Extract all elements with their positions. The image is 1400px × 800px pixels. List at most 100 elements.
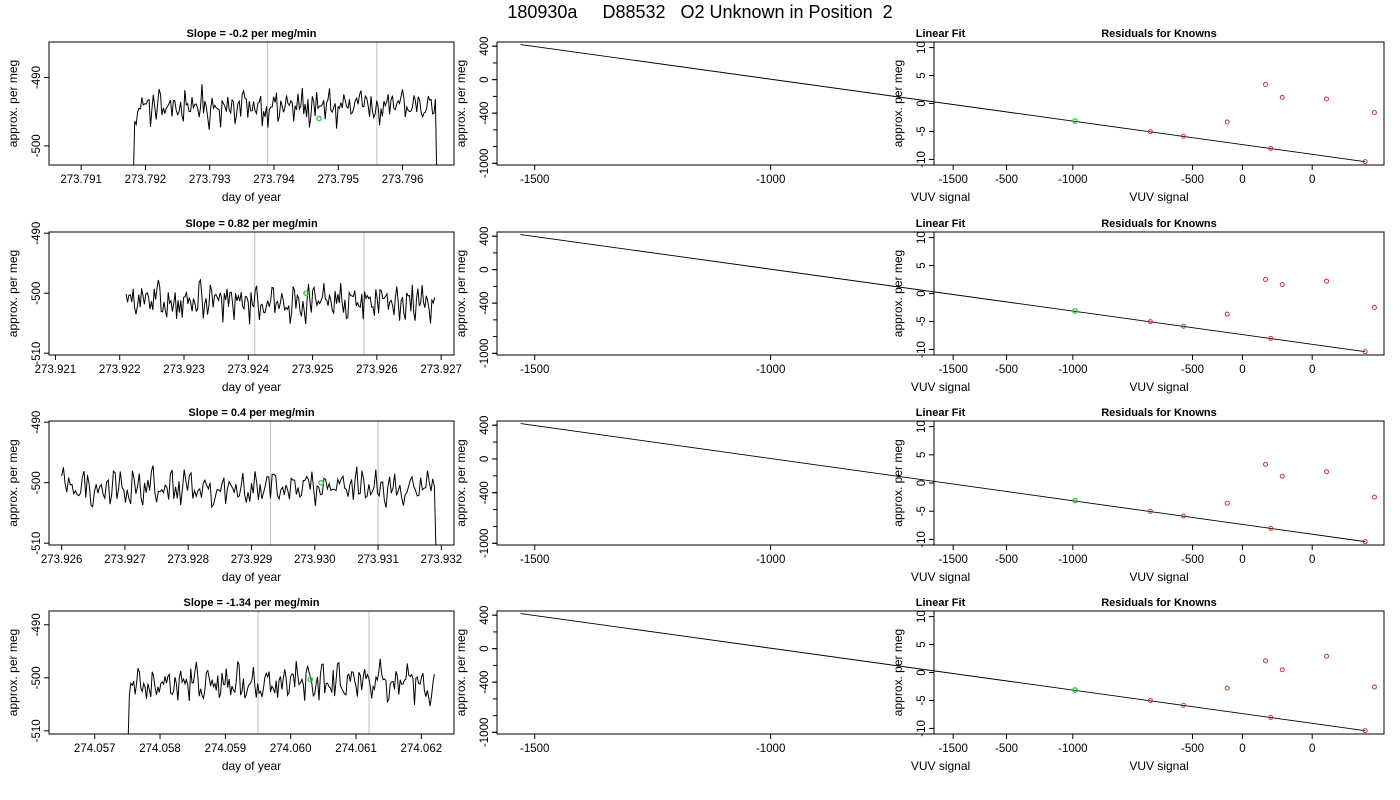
plot-area bbox=[1224, 277, 1377, 317]
residual-point bbox=[1224, 685, 1230, 691]
y-tick-label: 0 bbox=[916, 669, 928, 675]
fit-line bbox=[520, 613, 1366, 732]
y-tick-label: 0 bbox=[479, 456, 491, 462]
panel-4-2: Linear Fit-1500 -1000 -500 04000-400-1000VU… bbox=[454, 597, 1385, 773]
x-tick-label: 273.795 bbox=[317, 174, 359, 186]
y-tick-label: 5 bbox=[916, 452, 928, 458]
known-point bbox=[1268, 145, 1274, 151]
x-tick-label: 273.922 bbox=[99, 364, 141, 376]
y-tick-label: 5 bbox=[916, 72, 928, 78]
panel-2-1: Slope = 0.82 per meg/min 273.921 273.922 27… bbox=[6, 218, 462, 394]
y-tick-label: -400 bbox=[479, 481, 491, 504]
plot-area bbox=[520, 44, 1368, 165]
x-tick-label: 273.924 bbox=[227, 364, 269, 376]
x-tick-label: -1500 bbox=[938, 364, 967, 376]
y-tick-label: -490 bbox=[31, 411, 43, 434]
y-axis-label: approx. per meg bbox=[891, 629, 905, 716]
residual-point bbox=[1371, 494, 1377, 500]
x-tick-label: -1000 bbox=[1058, 743, 1087, 755]
x-tick-label: 0 bbox=[1309, 174, 1315, 186]
y-tick-label: -10 bbox=[916, 720, 928, 737]
x-tick-label: -1500 bbox=[520, 364, 549, 376]
panel-title: Slope = -1.34 per meg/min bbox=[183, 597, 319, 609]
x-tick-label: -1500 bbox=[520, 174, 549, 186]
panel-4-1: Slope = -1.34 per meg/min 274.057 274.058 2… bbox=[6, 597, 455, 773]
known-point bbox=[1268, 335, 1274, 341]
residual-point bbox=[1279, 282, 1285, 288]
x-tick-label: 0 bbox=[1309, 364, 1315, 376]
x-tick-label: 0 bbox=[1239, 743, 1245, 755]
residual-point bbox=[1324, 96, 1330, 102]
panel-title: Linear Fit bbox=[916, 218, 966, 230]
y-axis-label: approx. per meg bbox=[454, 629, 468, 716]
y-tick-label: 0 bbox=[916, 290, 928, 296]
residual-point bbox=[1324, 469, 1330, 475]
unknown-point bbox=[1072, 687, 1078, 693]
x-tick-label: -1500 bbox=[938, 174, 967, 186]
y-tick-label: -500 bbox=[31, 666, 43, 689]
known-point bbox=[1147, 319, 1153, 325]
plot-area bbox=[520, 423, 1368, 545]
known-point bbox=[1147, 508, 1153, 514]
x-axis-label: day of year bbox=[222, 759, 281, 773]
y-tick-label: 10 bbox=[916, 610, 928, 623]
y-tick-label: 400 bbox=[479, 227, 491, 246]
x-tick-label: 273.928 bbox=[167, 554, 209, 566]
x-tick-label: -500 bbox=[995, 364, 1018, 376]
x-tick-label: 0 bbox=[1239, 364, 1245, 376]
known-point bbox=[1268, 525, 1274, 531]
y-tick-label: -10 bbox=[916, 341, 928, 358]
unknown-point bbox=[303, 290, 309, 297]
x-tick-label: 273.796 bbox=[382, 174, 424, 186]
y-tick-label: -5 bbox=[916, 695, 928, 705]
residual-point bbox=[1263, 277, 1269, 283]
x-axis-label: day of year bbox=[222, 190, 281, 204]
x-tick-label: -1000 bbox=[756, 743, 785, 755]
panel-title: Slope = 0.4 per meg/min bbox=[188, 407, 315, 419]
x-tick-label: 274.061 bbox=[335, 743, 377, 755]
unknown-point bbox=[1072, 308, 1078, 314]
plot-frame bbox=[933, 420, 1385, 546]
known-point bbox=[1362, 728, 1368, 734]
x-tick-label: -500 bbox=[1181, 364, 1204, 376]
x-tick-label: 273.926 bbox=[41, 554, 83, 566]
x-tick-label: 273.929 bbox=[231, 554, 273, 566]
x-tick-label: 273.791 bbox=[60, 174, 102, 186]
y-tick-label: -1000 bbox=[479, 529, 491, 558]
plot-area bbox=[520, 613, 1368, 734]
y-tick-label: -1000 bbox=[479, 339, 491, 368]
panel-title: Residuals for Knowns bbox=[1101, 407, 1217, 419]
y-tick-label: -10 bbox=[916, 151, 928, 168]
x-tick-label: 273.927 bbox=[104, 554, 146, 566]
known-point bbox=[1362, 539, 1368, 545]
y-tick-label: 10 bbox=[916, 420, 928, 433]
y-tick-label: 0 bbox=[479, 76, 491, 82]
y-axis-label: approx. per meg bbox=[454, 439, 468, 526]
signal-trace bbox=[133, 84, 438, 165]
residual-point bbox=[1263, 461, 1269, 467]
panel-title: Slope = -0.2 per meg/min bbox=[187, 28, 317, 40]
x-tick-label: -1000 bbox=[1058, 174, 1087, 186]
x-axis-label: day of year bbox=[222, 380, 281, 394]
signal-trace bbox=[127, 658, 435, 734]
x-axis-label: day of year bbox=[222, 570, 281, 584]
x-tick-label: -500 bbox=[1181, 174, 1204, 186]
y-tick-label: -400 bbox=[479, 292, 491, 315]
x-tick-label: -500 bbox=[995, 174, 1018, 186]
fit-line bbox=[520, 234, 1366, 353]
x-tick-label: 273.794 bbox=[253, 174, 295, 186]
fit-line bbox=[520, 44, 1366, 163]
y-tick-label: 400 bbox=[479, 416, 491, 435]
y-tick-label: -490 bbox=[31, 222, 43, 245]
panel-title: Linear Fit bbox=[916, 28, 966, 40]
y-axis-label: approx. per meg bbox=[6, 250, 20, 337]
residual-point bbox=[1224, 119, 1230, 125]
known-point bbox=[1147, 129, 1153, 135]
x-tick-label: -1000 bbox=[756, 554, 785, 566]
panel-title: Slope = 0.82 per meg/min bbox=[185, 218, 318, 230]
y-tick-label: -5 bbox=[916, 506, 928, 516]
x-tick-label: 274.060 bbox=[270, 743, 312, 755]
x-tick-label: 273.927 bbox=[420, 364, 462, 376]
y-tick-label: 10 bbox=[916, 41, 928, 54]
